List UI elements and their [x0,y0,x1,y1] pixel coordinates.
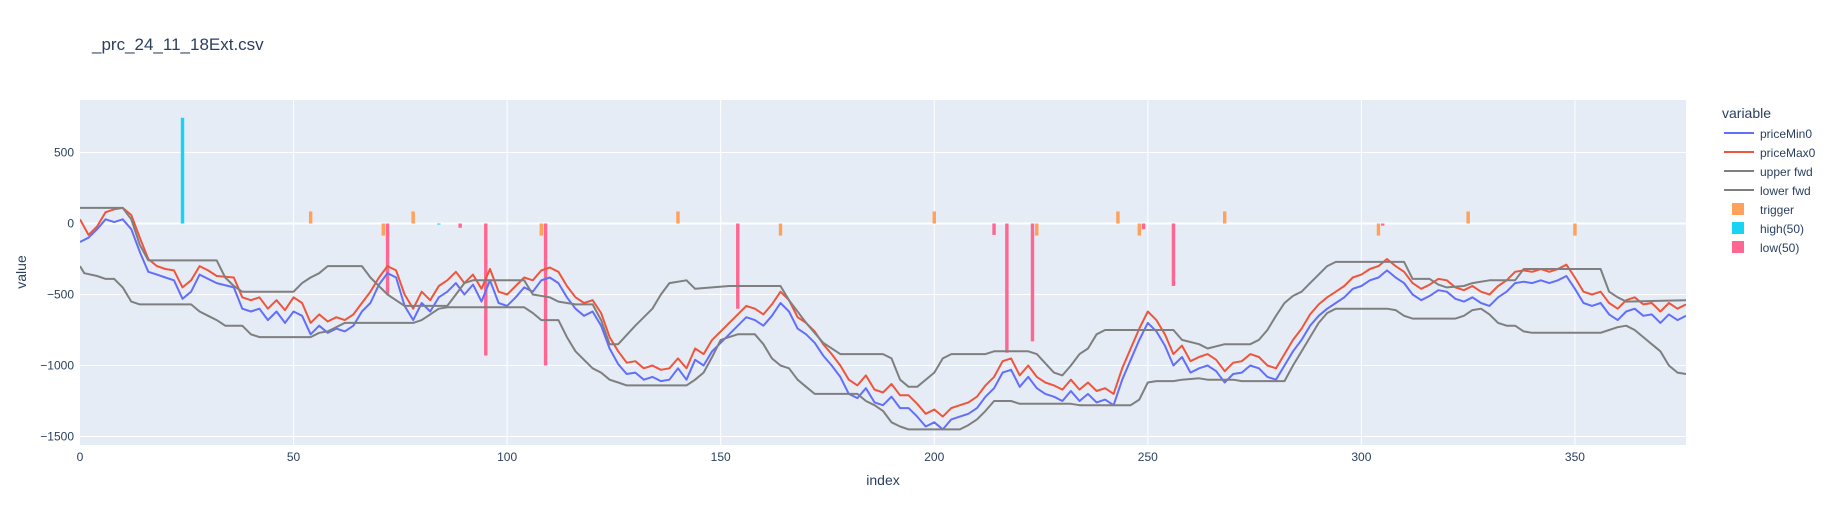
bar-low-50- [1171,223,1176,286]
x-tick-label: 100 [497,450,517,464]
grid-layer [80,100,1686,445]
line-lower-fwd [80,265,1686,431]
legend-item-label[interactable]: trigger [1760,203,1794,217]
y-tick-label: −500 [47,288,74,302]
legend-bar-swatch [1732,203,1744,215]
legend-item-label[interactable]: low(50) [1760,241,1799,255]
bar-trigger [1376,223,1381,236]
legend-bar-swatch [1732,222,1744,234]
bar-low-50- [1030,223,1035,342]
legend-title: variable [1722,105,1771,121]
legend-items: priceMin0 priceMax0 upper fwd lower fwd trig… [1724,127,1816,255]
bar-trigger [1116,211,1120,224]
legend-item-label[interactable]: high(50) [1760,222,1804,236]
y-tick-label: −1500 [40,429,74,443]
bar-low-50- [1141,223,1146,230]
legend[interactable]: variable priceMin0 priceMax0 upper fwd lowe… [1722,105,1816,255]
bar-trigger [539,223,544,236]
bar-low-50- [992,223,996,235]
bar-low-50- [458,223,462,228]
bar-trigger [308,211,313,224]
legend-item-label[interactable]: lower fwd [1760,184,1811,198]
chart-title: _prc_24_11_18Ext.csv [91,35,264,54]
bar-trigger [1137,223,1141,236]
y-axis-label: value [13,255,29,289]
bar-trigger [381,223,385,236]
x-axis-ticks: 0 50 100 150 200 250 300 350 [77,450,1586,464]
x-tick-label: 350 [1565,450,1585,464]
bar-low-50- [736,223,740,309]
legend-bar-swatch [1732,241,1744,253]
x-tick-label: 200 [924,450,944,464]
bar-trigger [1573,223,1577,236]
bar-trigger [1466,211,1470,224]
bar-low-50- [1005,223,1009,353]
y-tick-label: −1000 [40,358,74,372]
y-tick-label: 500 [54,146,74,160]
y-tick-label: 0 [67,217,74,231]
bar-trigger [411,211,415,224]
bar-trigger [1035,223,1039,236]
x-axis-label: index [866,472,899,488]
line-pricemax0 [80,206,1686,418]
bar-trigger [1222,211,1227,224]
bar-high-50- [437,223,441,225]
y-axis-ticks: 500 0 −500 −1000 −1500 [40,146,74,444]
legend-item-label[interactable]: priceMax0 [1760,146,1816,160]
x-tick-label: 300 [1351,450,1371,464]
bar-low-50- [1381,223,1385,226]
x-tick-label: 0 [77,450,84,464]
x-tick-label: 250 [1138,450,1158,464]
x-tick-label: 150 [711,450,731,464]
bar-trigger [932,211,936,224]
bar-low-50- [385,223,390,295]
x-tick-label: 50 [287,450,301,464]
bar-high-50- [180,117,185,224]
bar-low-50- [543,223,548,366]
lines-layer [80,206,1686,431]
line-upper-fwd [80,206,1686,388]
bar-trigger [676,211,680,224]
plot-area [80,100,1686,445]
legend-item-label[interactable]: priceMin0 [1760,127,1812,141]
legend-item-label[interactable]: upper fwd [1760,165,1813,179]
bar-trigger [778,223,783,236]
